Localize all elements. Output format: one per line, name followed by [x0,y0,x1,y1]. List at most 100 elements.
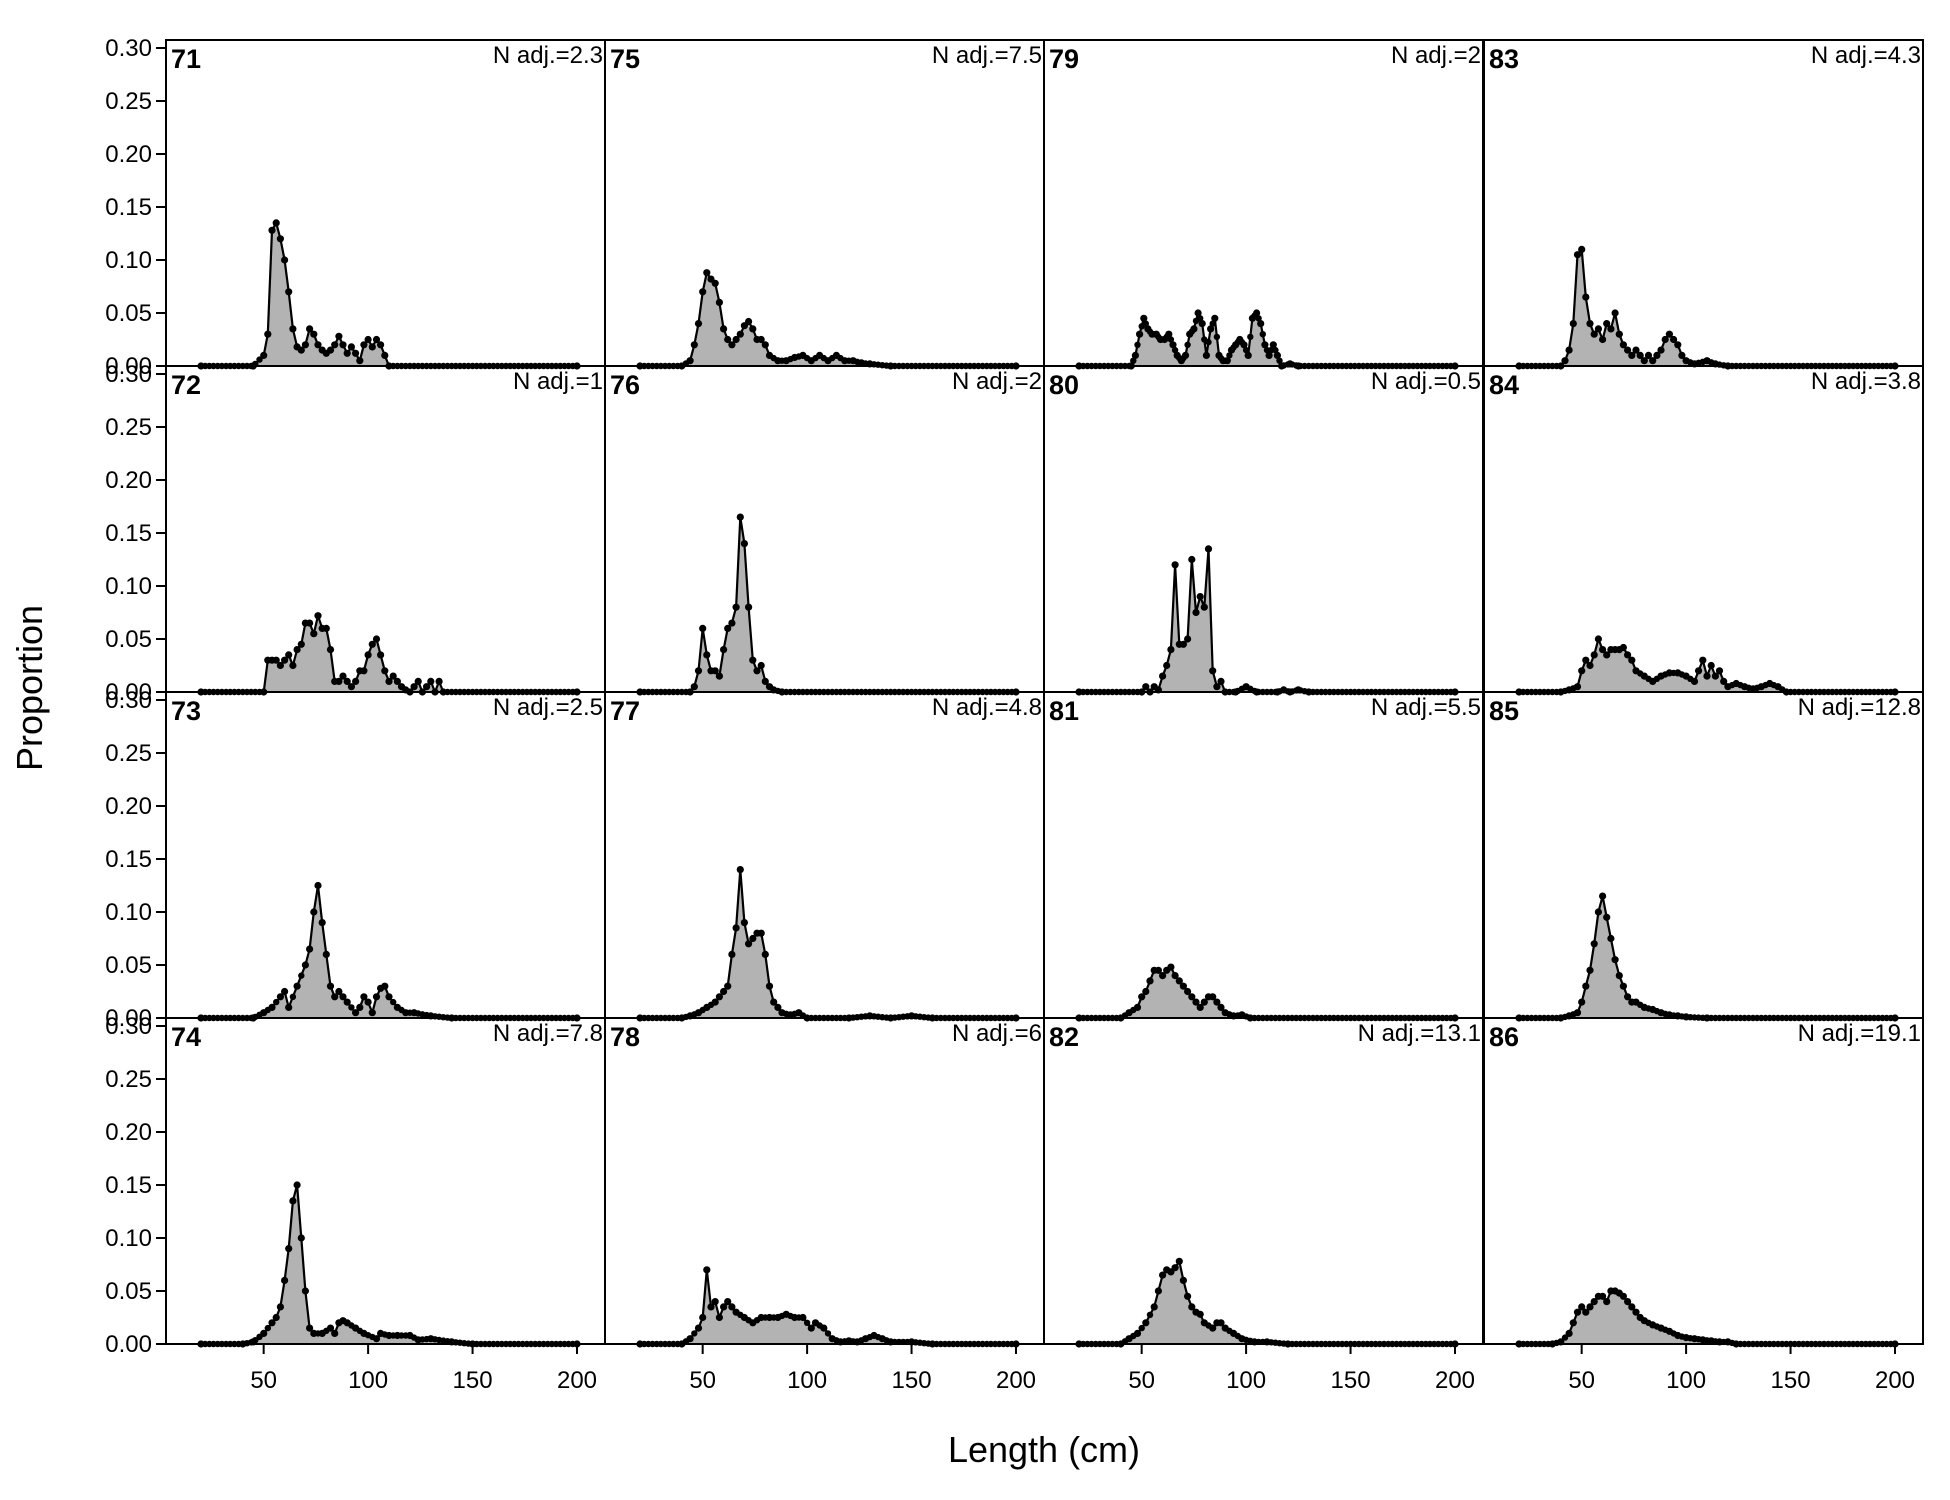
data-point [343,349,351,357]
data-point [1230,1329,1238,1337]
data-point [1171,346,1179,354]
data-point [1273,351,1281,359]
data-point [1749,685,1757,693]
data-point [1711,672,1719,680]
data-point [335,987,343,996]
n-adj-label: N adj.=3.8 [1811,368,1921,395]
data-point [699,288,707,296]
panel-id-label: 72 [171,370,201,400]
data-point [757,929,765,937]
data-point [740,919,749,927]
area-fill [201,222,577,366]
data-point [1186,330,1194,338]
data-point [314,612,322,620]
data-point [1636,351,1644,359]
data-point [289,993,297,1000]
n-adj-label: N adj.=2 [952,368,1042,395]
data-point [1125,1335,1133,1343]
data-point [1632,1308,1640,1316]
data-point [377,341,385,349]
data-point [1167,963,1175,971]
data-point [703,269,711,277]
data-point [1732,679,1740,688]
data-point [1232,341,1240,349]
data-point [791,353,799,362]
data-point [1624,1298,1632,1306]
data-point [1674,669,1682,677]
data-point [1766,679,1774,688]
data-point [1603,1298,1611,1306]
data-point [686,1335,694,1343]
x-tick-label: 200 [1875,1367,1915,1394]
data-point [1561,357,1569,365]
n-adj-label: N adj.=0.5 [1371,368,1481,395]
series-line [640,868,1016,1020]
data-point [1221,1324,1229,1332]
data-point [377,651,385,659]
series-line [201,221,577,368]
area-fill [640,1269,1016,1344]
data-point [1200,998,1208,1006]
data-point [1136,330,1144,338]
y-tick-label: 0.00 [105,1005,152,1032]
data-point [699,1313,707,1322]
data-point [711,667,719,675]
data-point [364,651,372,659]
data-point [749,934,757,943]
data-point [1198,320,1206,328]
data-point [703,651,711,659]
data-point [372,993,381,1001]
data-point [1142,683,1150,691]
data-point [260,1009,268,1017]
panel-id-label: 77 [610,696,640,726]
panel-84: 84 N adj.=3.8 [1483,365,1924,696]
data-point [393,677,401,686]
series-line [640,516,1016,694]
panel-id-label: 71 [171,44,201,74]
data-point [276,661,284,670]
data-point [711,998,719,1006]
data-point [1259,331,1267,338]
data-point [1670,335,1678,344]
data-point [1674,1331,1682,1340]
data-point [745,603,753,611]
panel-id-label: 85 [1489,696,1519,726]
data-point [1569,1319,1577,1327]
n-adj-label: N adj.=2.5 [493,694,603,721]
data-point [264,330,272,338]
data-point [273,998,280,1006]
panel-id-label: 86 [1489,1022,1519,1052]
panel-72: 72 N adj.=1 [165,365,606,696]
panel-75: 75 N adj.=7.5 [604,39,1045,370]
y-tick-label: 0.30 [105,687,152,714]
data-point [1238,1011,1246,1019]
panel-79: 79 N adj.=2 [1043,39,1484,370]
data-point [715,672,724,680]
data-point [289,325,297,333]
data-point [1192,998,1200,1006]
panel-frame [604,1017,1045,1345]
area-fill [201,1185,577,1344]
data-point [264,1324,271,1332]
data-point [745,940,753,948]
data-point [343,677,351,686]
data-point [1179,1276,1187,1284]
data-point [857,359,866,367]
data-point [1213,998,1221,1006]
data-point [1578,667,1586,675]
data-point [765,1313,774,1322]
data-point [1184,987,1192,996]
y-axis-title: Proportion [9,605,50,771]
y-tick-label: 0.15 [105,1172,152,1199]
data-point [1590,330,1598,338]
y-tick-label: 0.05 [105,1278,152,1305]
y-tick-label: 0.00 [105,353,152,380]
data-point [1213,333,1221,341]
data-point [1640,672,1648,680]
data-point [372,635,381,643]
panel-frame [165,1017,606,1345]
panel-id-label: 83 [1489,44,1519,74]
data-point [1131,351,1139,359]
panel-id-label: 81 [1049,696,1079,726]
data-point [352,1324,360,1332]
